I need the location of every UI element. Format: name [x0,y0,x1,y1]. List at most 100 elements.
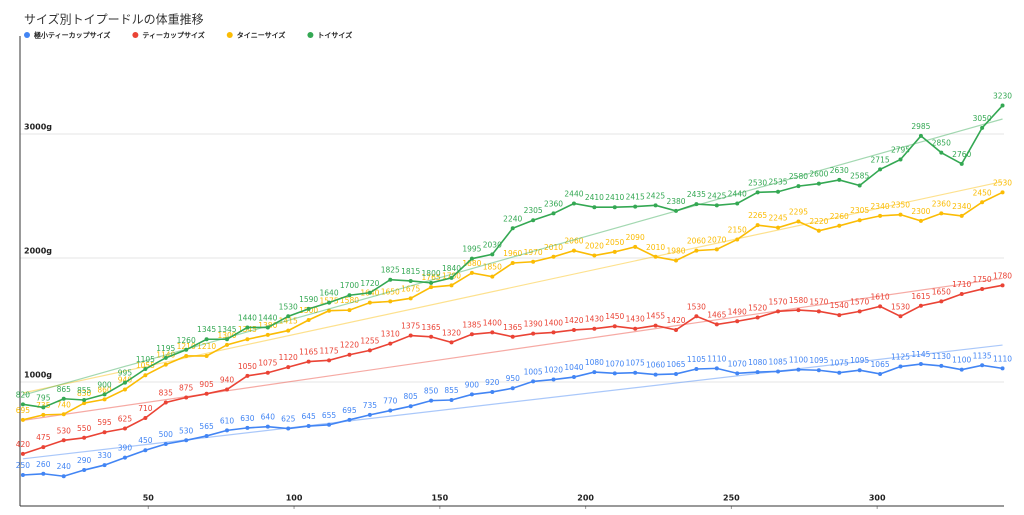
data-point [694,248,699,253]
data-point [633,244,638,249]
data-point [592,205,597,210]
y-tick-label: 2000g [24,247,52,256]
data-label: 2715 [871,155,890,164]
data-point [286,365,291,370]
data-label: 1455 [646,312,665,321]
data-point [531,259,536,264]
data-label: 2240 [503,214,522,223]
data-point [776,369,781,374]
data-label: 3230 [993,92,1012,101]
series-line [22,284,1003,455]
data-label: 1520 [748,304,767,313]
legend-marker [24,32,30,38]
data-point [184,353,189,358]
data-label: 1880 [462,259,481,268]
legend-marker [226,32,233,38]
data-label: 1075 [258,359,277,368]
data-label: 2090 [626,233,645,242]
data-point [184,395,189,400]
data-point [327,308,332,313]
data-label: 830 [77,389,92,398]
data-point [714,247,719,252]
data-label: 1800 [422,269,441,278]
data-label: 2850 [932,139,951,148]
data-label: 1720 [360,279,379,288]
data-label: 1400 [483,318,502,327]
data-label: 530 [57,426,72,435]
data-point [122,380,127,385]
data-label: 950 [506,374,521,383]
data-label: 1710 [952,280,971,289]
data-point [143,415,148,420]
data-label: 1055 [136,361,155,370]
data-point [714,366,719,371]
data-point [980,287,985,292]
data-point [408,333,413,338]
data-point [163,362,168,367]
data-label: 905 [199,380,214,389]
data-label: 2450 [973,188,992,197]
data-point [490,252,495,257]
data-label: 625 [281,415,296,424]
data-label: 940 [220,375,235,384]
legend-label: トイサイズ [317,31,352,40]
data-label: 805 [404,392,419,401]
data-point [837,313,842,318]
data-point [755,370,760,375]
data-point [674,208,678,213]
chart-title: サイズ別トイプードルの体重推移 [24,12,204,27]
data-label: 2305 [850,206,869,215]
data-point [429,280,434,285]
data-label: 1995 [462,245,481,254]
data-label: 645 [301,412,316,421]
data-point [571,375,576,380]
data-point [367,348,372,353]
data-point [163,442,168,447]
data-label: 1375 [401,322,420,331]
x-tick-label: 300 [869,494,886,503]
data-point [633,326,638,331]
data-label: 2340 [871,202,890,211]
data-label: 390 [118,444,133,453]
data-point [918,362,923,367]
data-label: 260 [36,460,51,469]
data-label: 1420 [666,316,685,325]
data-point [510,226,515,231]
data-point [388,299,393,304]
data-label: 1125 [891,353,910,362]
data-point [837,370,842,375]
data-point [796,219,801,224]
data-label: 475 [36,433,51,442]
data-label: 1255 [360,336,379,345]
data-point [776,225,781,230]
data-point [122,387,127,392]
data-point [674,371,678,376]
data-label: 565 [199,422,214,431]
data-label: 1385 [462,320,481,329]
data-point [163,400,168,405]
data-label: 330 [97,451,112,460]
data-point [755,315,760,320]
data-point [939,150,944,155]
data-point [735,319,740,324]
data-point [592,253,597,258]
data-point [898,212,903,217]
data-point [612,205,617,210]
data-label: 1650 [381,287,400,296]
data-label: 1530 [891,302,910,311]
data-label: 1095 [850,356,869,365]
data-point [225,337,230,342]
data-label: 2150 [728,225,747,234]
data-label: 1530 [279,302,298,311]
data-point [82,397,87,402]
data-label: 1440 [238,313,257,322]
data-point [1000,103,1005,108]
data-point [531,218,536,223]
data-point [347,293,352,298]
trend-line [22,118,1003,396]
data-label: 2060 [564,237,583,246]
data-point [653,372,658,377]
data-label: 2600 [809,170,828,179]
data-point [265,424,270,429]
data-label: 2535 [768,178,787,187]
